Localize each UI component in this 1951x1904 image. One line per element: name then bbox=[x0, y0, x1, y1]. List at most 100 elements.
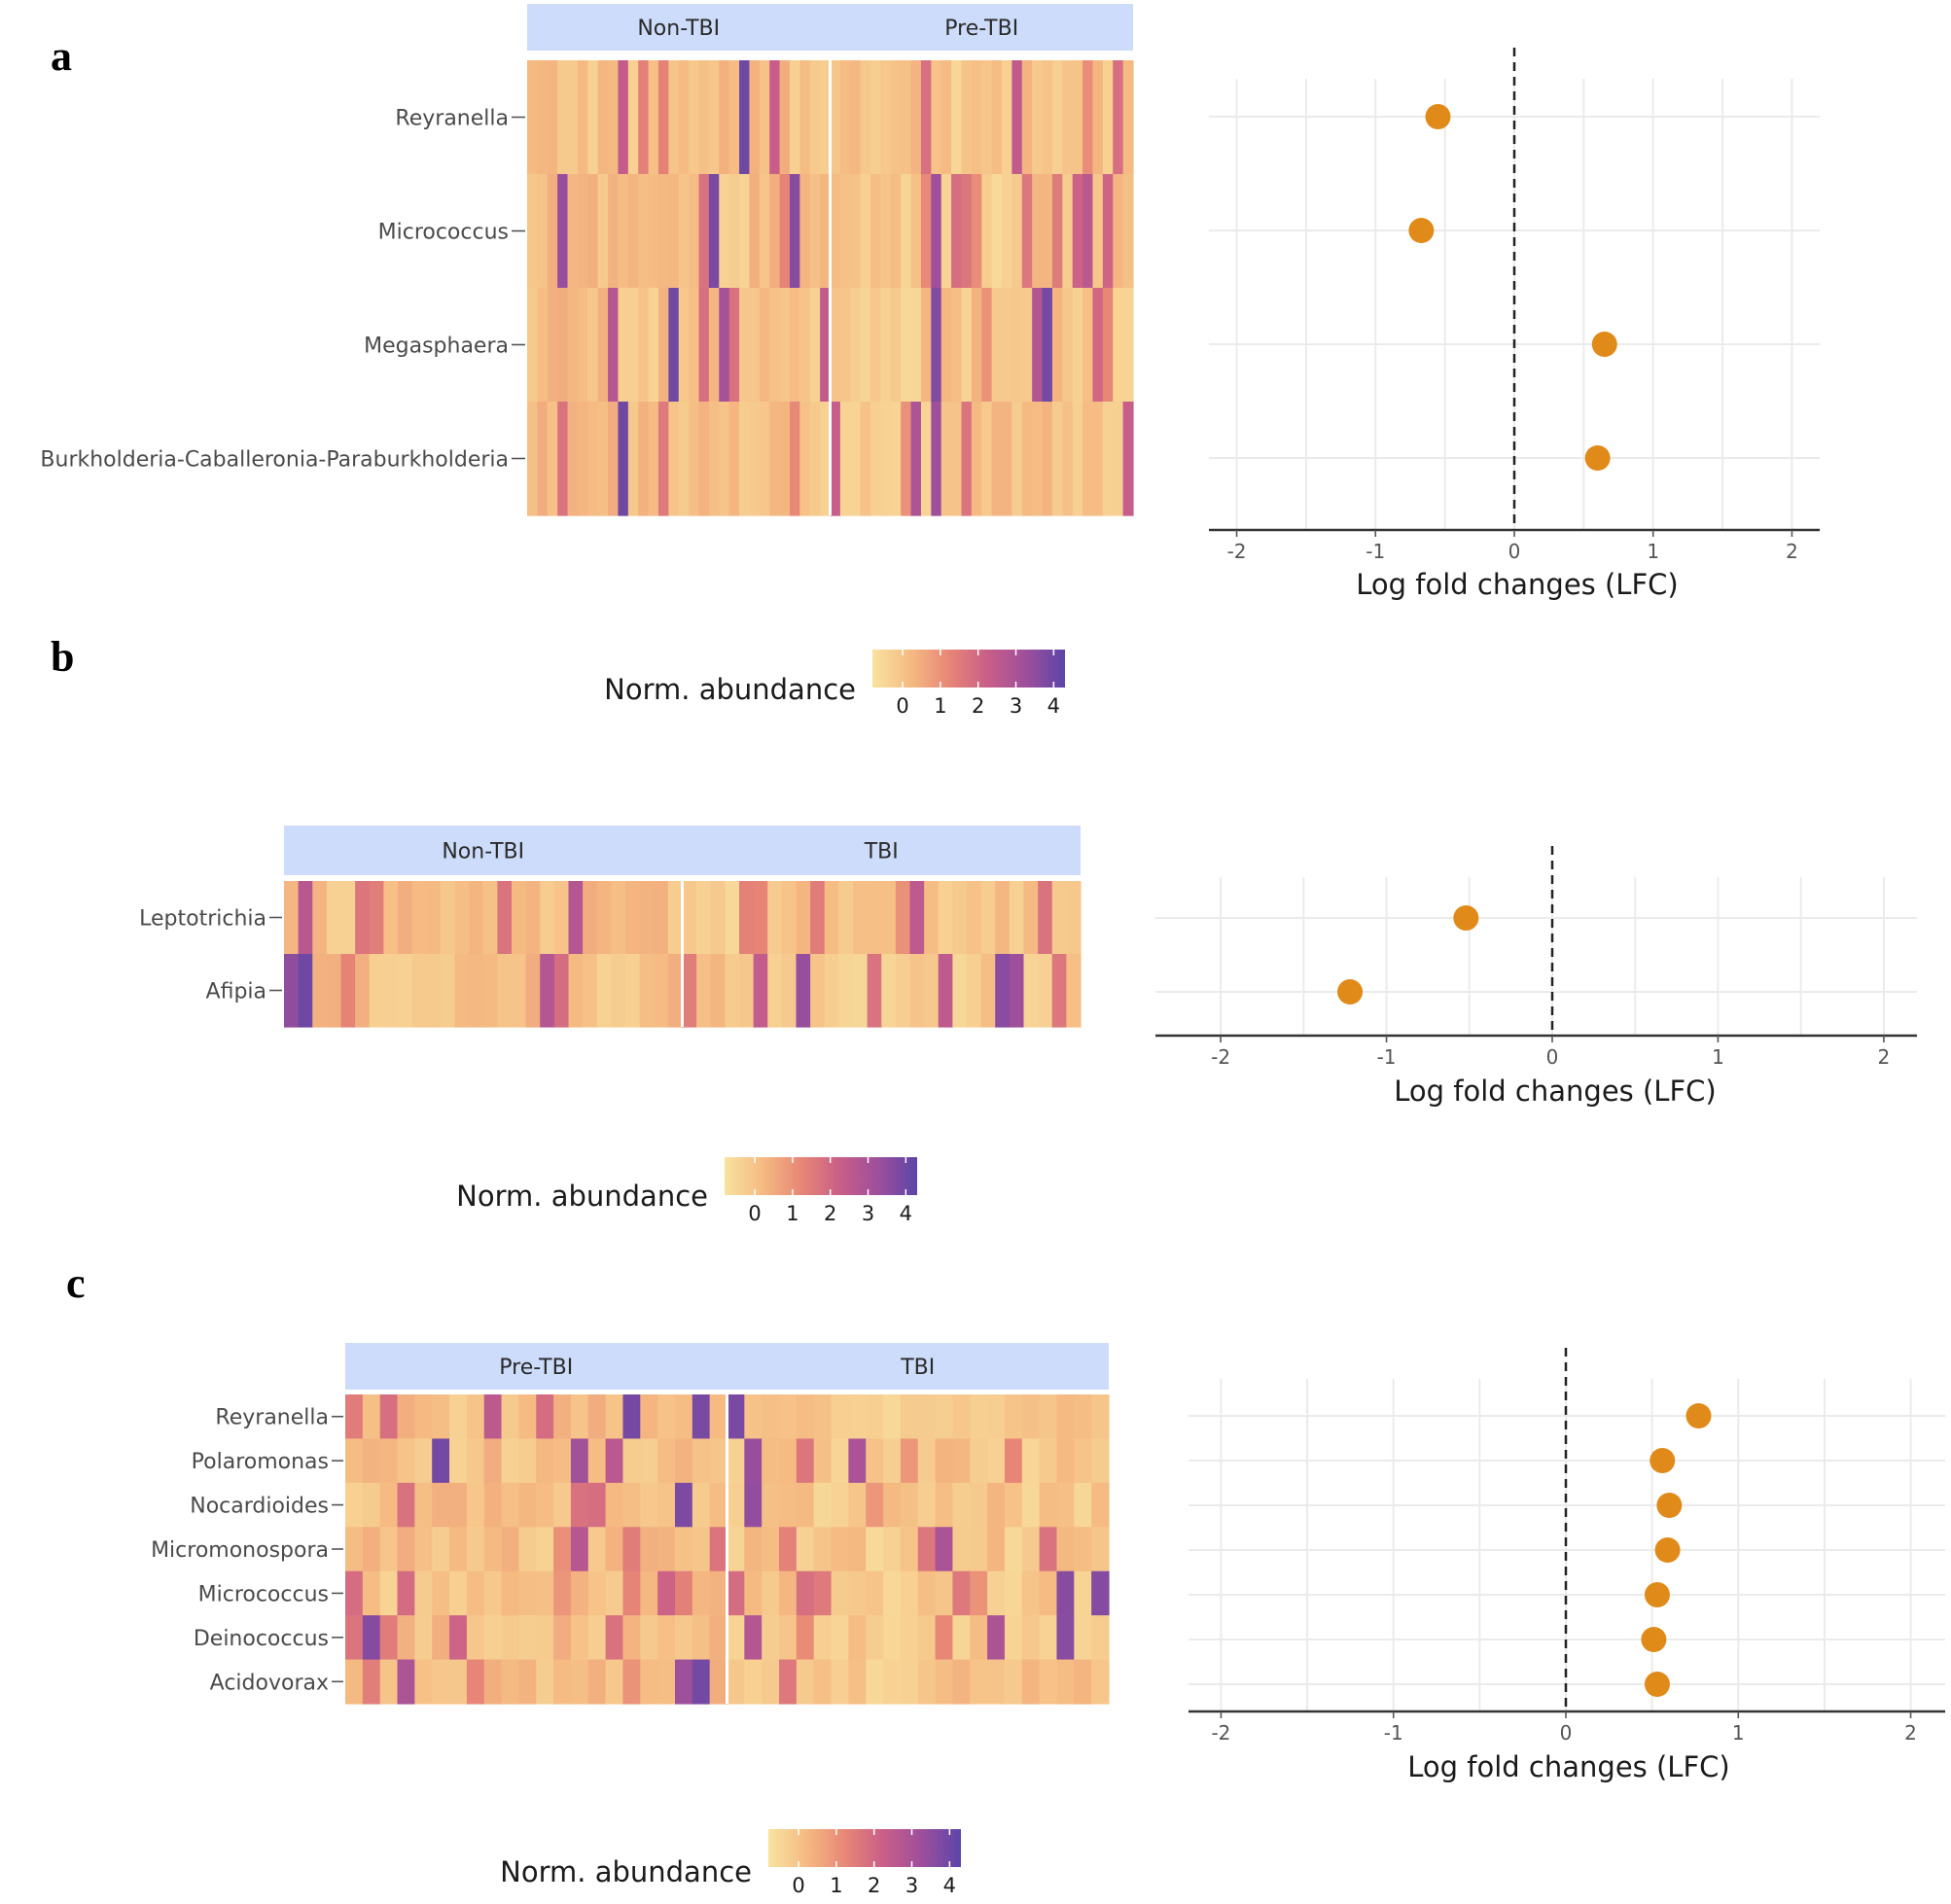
group-strip-label: Pre-TBI bbox=[944, 17, 1018, 41]
heatmap-cell bbox=[917, 1659, 937, 1705]
heatmap-cell bbox=[1072, 174, 1083, 289]
heatmap-cell bbox=[1062, 402, 1074, 516]
lfc-point bbox=[1641, 1627, 1667, 1652]
heatmap-cell bbox=[1051, 881, 1067, 955]
heatmap-cell bbox=[762, 1394, 780, 1440]
x-axis-title: Log fold changes (LFC) bbox=[1356, 568, 1678, 601]
heatmap-cell bbox=[577, 174, 588, 289]
heatmap-cell bbox=[622, 1527, 641, 1572]
heatmap-cell bbox=[1056, 1482, 1075, 1528]
heatmap-cell bbox=[1062, 60, 1074, 175]
heatmap-cell bbox=[917, 1570, 937, 1616]
heatmap-cell bbox=[587, 1659, 607, 1705]
heatmap-cell bbox=[312, 881, 328, 955]
group-strip-label: TBI bbox=[864, 840, 899, 864]
heatmap-cell bbox=[739, 60, 751, 175]
heatmap-cell bbox=[398, 881, 413, 955]
heatmap-cell bbox=[414, 1438, 433, 1484]
legend-tick-label: 0 bbox=[896, 694, 908, 718]
heatmap-cell bbox=[1011, 402, 1023, 516]
heatmap-cell bbox=[870, 402, 882, 516]
heatmap-cell bbox=[709, 1570, 728, 1616]
heatmap-cell bbox=[536, 1438, 554, 1484]
heatmap-cell bbox=[880, 60, 892, 175]
heatmap-cell bbox=[1066, 881, 1082, 955]
heatmap-cell bbox=[895, 881, 911, 955]
heatmap-cell bbox=[744, 1527, 763, 1572]
heatmap-cell bbox=[638, 288, 650, 403]
heatmap-cell bbox=[657, 1527, 676, 1572]
heatmap-cell bbox=[848, 1527, 867, 1572]
heatmap-cell bbox=[759, 174, 770, 289]
heatmap-cell bbox=[881, 954, 897, 1028]
heatmap-cell bbox=[961, 402, 973, 516]
heatmap-cell bbox=[762, 1659, 780, 1705]
heatmap-cell bbox=[497, 954, 513, 1028]
heatmap-cell bbox=[910, 174, 922, 289]
heatmap-cell bbox=[870, 174, 882, 289]
x-tick-label: 0 bbox=[1508, 540, 1521, 563]
heatmap-cell bbox=[414, 1570, 433, 1616]
heatmap-cell bbox=[809, 174, 821, 289]
heatmap-cell bbox=[779, 1394, 798, 1440]
lfc-point bbox=[1654, 1537, 1681, 1563]
heatmap-cell bbox=[605, 1570, 624, 1616]
heatmap-cell bbox=[312, 954, 328, 1028]
heatmap-cell bbox=[466, 1482, 485, 1528]
heatmap-cell bbox=[1021, 1438, 1041, 1484]
heatmap-cell bbox=[860, 288, 871, 403]
heatmap-cell bbox=[553, 1482, 572, 1528]
heatmap-cell bbox=[850, 288, 862, 403]
heatmap-cell bbox=[870, 288, 882, 403]
heatmap-cell bbox=[608, 60, 620, 175]
heatmap-cell bbox=[605, 1482, 624, 1528]
heatmap-cell bbox=[668, 60, 680, 175]
heatmap-cell bbox=[1051, 174, 1063, 289]
heatmap-cell bbox=[781, 954, 798, 1028]
heatmap-cell bbox=[860, 402, 871, 516]
heatmap-cell bbox=[369, 881, 384, 955]
heatmap-cell bbox=[744, 1482, 763, 1528]
heatmap-cell bbox=[640, 1527, 658, 1572]
heatmap-cell bbox=[657, 288, 669, 403]
heatmap-cell bbox=[1021, 174, 1033, 289]
heatmap-cell bbox=[501, 1438, 520, 1484]
heatmap-cell bbox=[449, 1527, 468, 1572]
heatmap-cell bbox=[749, 288, 761, 403]
heatmap-cell bbox=[432, 1570, 450, 1616]
heatmap-cell bbox=[739, 174, 751, 289]
group-strip-label: Non-TBI bbox=[637, 17, 720, 41]
heatmap-cell bbox=[824, 881, 839, 955]
legend-title: Norm. abundance bbox=[604, 673, 856, 706]
heatmap-cell bbox=[640, 1438, 658, 1484]
heatmap-cell bbox=[831, 1394, 849, 1440]
heatmap-cell bbox=[608, 402, 620, 516]
legend-title: Norm. abundance bbox=[500, 1855, 752, 1888]
heatmap-cell bbox=[284, 954, 300, 1028]
x-tick-label: 1 bbox=[1712, 1045, 1724, 1069]
heatmap-cell bbox=[692, 1570, 711, 1616]
heatmap-cell bbox=[692, 1438, 711, 1484]
heatmap-cell bbox=[482, 881, 498, 955]
heatmap-cell bbox=[483, 1570, 503, 1616]
heatmap-cell bbox=[839, 402, 851, 516]
heatmap-cell bbox=[931, 402, 942, 516]
heatmap-cell bbox=[900, 1438, 919, 1484]
heatmap-cell bbox=[398, 954, 413, 1028]
legend-tick-label: 2 bbox=[972, 694, 984, 718]
heatmap-cell bbox=[1091, 1527, 1110, 1572]
panel-letter: c bbox=[66, 1259, 86, 1307]
group-strip bbox=[682, 826, 1081, 875]
lfc-point bbox=[1644, 1672, 1670, 1697]
heatmap-cell bbox=[987, 1394, 1006, 1440]
heatmap-cell bbox=[1102, 174, 1114, 289]
taxon-label: Micromonospora bbox=[151, 1538, 329, 1563]
heatmap-cell bbox=[426, 954, 442, 1028]
heatmap-cell bbox=[900, 1570, 919, 1616]
heatmap-cell bbox=[809, 60, 821, 175]
heatmap-cell bbox=[345, 1527, 364, 1572]
heatmap-cell bbox=[568, 954, 584, 1028]
heatmap-cell bbox=[981, 174, 993, 289]
heatmap-cell bbox=[809, 288, 821, 403]
heatmap-cell bbox=[553, 1527, 572, 1572]
